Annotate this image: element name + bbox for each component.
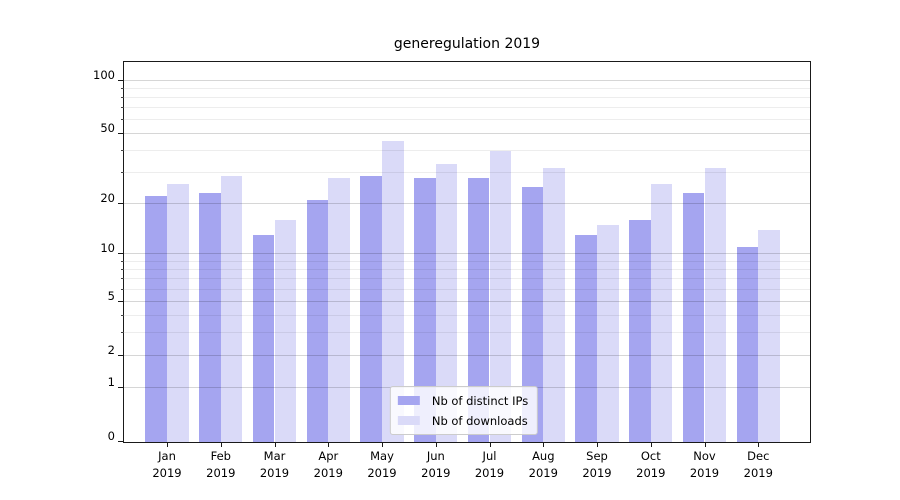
- y-tick-label: 5: [107, 288, 115, 303]
- x-tick: [167, 442, 168, 447]
- y-minor-tick: [121, 96, 124, 98]
- x-tick: [489, 442, 491, 447]
- x-tick-label: May 2019: [367, 449, 397, 480]
- bar-downloads-feb: [220, 175, 243, 442]
- bar-downloads-nov: [704, 168, 727, 442]
- bar-distinct-ips-dec: [736, 247, 759, 442]
- bar-distinct-ips-aug: [521, 186, 544, 442]
- chart-title: generegulation 2019: [393, 36, 541, 52]
- x-tick: [328, 442, 330, 447]
- bar-distinct-ips-nov: [682, 193, 705, 442]
- x-tick: [435, 442, 437, 447]
- y-minor-tick: [121, 119, 124, 120]
- bar-distinct-ips-apr: [306, 199, 329, 442]
- x-tick-label: Mar 2019: [259, 449, 290, 480]
- gridline-minor: [124, 119, 810, 120]
- x-tick-label: Feb 2019: [206, 449, 236, 480]
- bar-distinct-ips-mar: [252, 235, 275, 442]
- y-tick: [118, 133, 124, 135]
- x-tick-label: Jul 2019: [474, 449, 505, 480]
- bar-downloads-dec: [758, 229, 780, 442]
- bar-distinct-ips-may: [360, 175, 382, 442]
- x-tick: [597, 442, 598, 447]
- y-minor-tick: [121, 87, 124, 89]
- x-tick-label: Dec 2019: [743, 449, 773, 480]
- x-tick: [704, 442, 706, 447]
- y-tick: [118, 79, 124, 81]
- x-tick: [382, 442, 383, 447]
- gridline-minor: [124, 96, 810, 98]
- gridline-major: [124, 133, 810, 135]
- x-tick-label: Aug 2019: [528, 449, 558, 480]
- bar-downloads-jul: [489, 151, 512, 442]
- x-tick: [758, 442, 760, 447]
- x-tick-label: Jan 2019: [152, 449, 182, 480]
- bar-downloads-may: [382, 140, 404, 442]
- gridline-minor: [124, 87, 810, 89]
- bar-downloads-apr: [328, 178, 350, 442]
- y-tick-label: 20: [100, 190, 115, 205]
- plot-area: Nb of distinct IPs Nb of downloads 0 1 2 5 1…: [93, 61, 811, 480]
- x-tick: [274, 442, 276, 447]
- gridline-minor: [124, 150, 810, 152]
- x-tick-label: Jun 2019: [421, 449, 451, 480]
- bar-downloads-jan: [167, 183, 189, 442]
- bar-distinct-ips-jul: [467, 178, 490, 442]
- y-tick-label: 0: [107, 429, 115, 443]
- legend: Nb of distinct IPs Nb of downloads: [389, 386, 539, 435]
- bar-downloads-oct: [650, 183, 673, 442]
- x-tick: [650, 442, 652, 447]
- bar-downloads-aug: [543, 168, 565, 442]
- bar-downloads-sep: [597, 224, 619, 442]
- y-minor-tick: [121, 315, 124, 316]
- bar-distinct-ips-oct: [629, 220, 651, 442]
- y-tick-label: 50: [100, 121, 115, 136]
- y-minor-tick: [121, 288, 124, 290]
- y-tick-label: 2: [107, 343, 115, 357]
- x-tick-label: Oct 2019: [636, 449, 666, 480]
- y-tick: [118, 355, 124, 356]
- bar-downloads-mar: [274, 220, 297, 442]
- legend-label-downloads: Nb of downloads: [431, 413, 528, 428]
- y-tick: [118, 253, 124, 255]
- y-tick: [118, 300, 124, 302]
- legend-item-downloads: Nb of downloads: [397, 413, 528, 428]
- x-tick-label: Nov 2019: [689, 449, 720, 480]
- y-tick: [118, 202, 124, 204]
- bar-distinct-ips-jun: [414, 178, 436, 442]
- y-tick: [118, 386, 124, 388]
- y-tick-label: 10: [100, 241, 115, 256]
- legend-swatch-downloads: [397, 416, 420, 425]
- bar-distinct-ips-jan: [145, 196, 167, 442]
- gridline-minor: [124, 107, 810, 109]
- legend-swatch-distinct-ips: [397, 396, 420, 405]
- bar-distinct-ips-sep: [575, 235, 597, 442]
- y-minor-tick: [121, 172, 124, 174]
- y-tick: [118, 441, 124, 442]
- y-minor-tick: [121, 107, 124, 109]
- y-minor-tick: [121, 260, 124, 262]
- y-tick-label: 100: [93, 67, 115, 82]
- gridline-major: [124, 79, 810, 81]
- y-minor-tick: [121, 278, 124, 280]
- x-tick-label: Sep 2019: [582, 449, 612, 480]
- bar-distinct-ips-feb: [199, 193, 221, 442]
- x-tick-label: Apr 2019: [313, 449, 343, 480]
- bar-downloads-jun: [435, 163, 458, 442]
- x-tick: [220, 442, 222, 447]
- x-tick: [543, 442, 545, 447]
- y-tick-label: 1: [107, 374, 115, 389]
- legend-item-distinct-ips: Nb of distinct IPs: [397, 393, 529, 408]
- y-minor-tick: [121, 150, 124, 152]
- legend-label-distinct-ips: Nb of distinct IPs: [431, 393, 529, 408]
- y-minor-tick: [121, 268, 124, 270]
- y-minor-tick: [121, 332, 124, 334]
